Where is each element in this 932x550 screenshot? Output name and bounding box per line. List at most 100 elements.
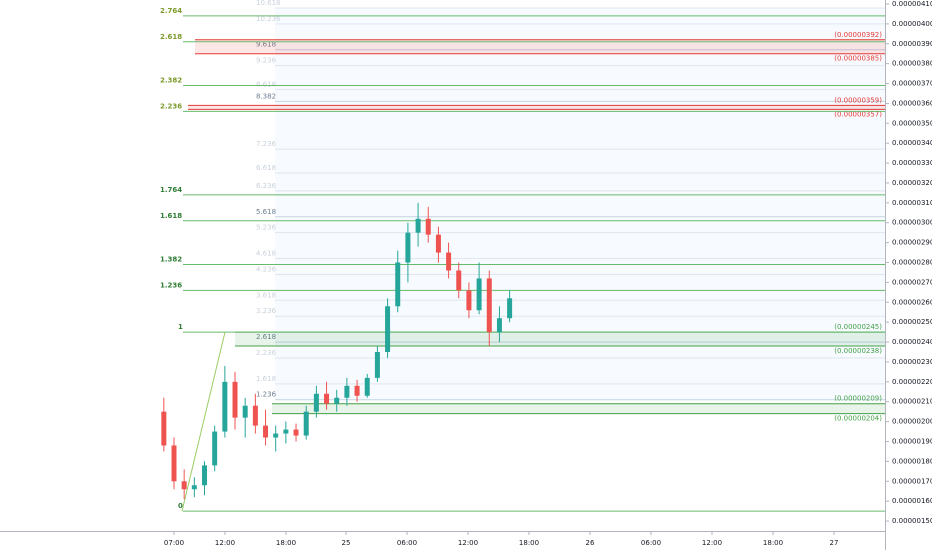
- fib-label: 2.236: [160, 102, 182, 110]
- candle-body: [344, 385, 350, 398]
- zone-bottom-label: (0.00000385): [834, 55, 882, 63]
- candle-body: [435, 234, 441, 253]
- y-tick-label: 0.00000350: [892, 119, 932, 127]
- fib2-label: 1.618: [256, 375, 276, 383]
- fib2-label: 5.618: [256, 208, 276, 216]
- y-tick-label: 0.00000200: [892, 418, 932, 426]
- candle-body: [354, 385, 360, 396]
- y-tick-label: 0.00000320: [892, 179, 932, 187]
- x-tick-label: 12:00: [702, 539, 722, 547]
- candle-body: [242, 405, 248, 418]
- candle-body: [324, 393, 330, 404]
- y-tick-label: 0.00000260: [892, 298, 932, 306]
- x-tick-label: 18:00: [763, 539, 783, 547]
- zone: [195, 39, 885, 54]
- zone-bottom-label: (0.00000357): [834, 110, 882, 118]
- x-tick-label: 06:00: [397, 539, 417, 547]
- fib2-label: 8.382: [256, 92, 276, 100]
- fib2-label: 10.236: [256, 15, 281, 23]
- y-tick-label: 0.00000290: [892, 239, 932, 247]
- y-tick-label: 0.00000250: [892, 318, 932, 326]
- y-tick-label: 0.00000380: [892, 60, 932, 68]
- fib-label: 0: [178, 502, 183, 510]
- fib-label: 2.382: [160, 77, 182, 85]
- zone: [188, 105, 885, 110]
- candle-body: [507, 298, 513, 319]
- zone-top-label: (0.00000359): [834, 96, 882, 104]
- fib2-label: 3.618: [256, 291, 276, 299]
- fib-label: 1: [178, 323, 183, 331]
- zone-top-label: (0.00000392): [834, 31, 882, 39]
- y-tick-label: 0.00000160: [892, 497, 932, 505]
- x-tick-label: 26: [586, 539, 595, 547]
- candle-body: [252, 405, 258, 426]
- zone: [272, 403, 885, 414]
- candle-body: [364, 377, 370, 396]
- x-tick-label: 07:00: [164, 539, 184, 547]
- fib2-label: 4.236: [256, 265, 277, 273]
- y-tick-label: 0.00000310: [892, 199, 932, 207]
- fib2-label: 4.618: [256, 250, 276, 258]
- y-tick-label: 0.00000340: [892, 139, 932, 147]
- y-tick-label: 0.00000230: [892, 358, 932, 366]
- y-tick-label: 0.00000240: [892, 338, 932, 346]
- y-tick-label: 0.00000390: [892, 40, 932, 48]
- candle-body: [161, 411, 167, 446]
- fib-label: 1.618: [160, 212, 182, 220]
- fib2-label: 1.236: [256, 391, 277, 399]
- zone: [235, 332, 885, 347]
- candle-body: [283, 429, 289, 434]
- candle-body: [303, 411, 309, 436]
- candle-body: [395, 262, 401, 307]
- candle-body: [334, 397, 340, 404]
- x-tick-label: 12:00: [458, 539, 478, 547]
- y-tick-label: 0.00000300: [892, 219, 932, 227]
- x-tick-label: 18:00: [519, 539, 539, 547]
- y-tick-label: 0.00000150: [892, 517, 932, 525]
- y-tick-label: 0.00000360: [892, 99, 932, 107]
- fib-label: 1.236: [160, 281, 182, 289]
- candle-body: [263, 425, 269, 438]
- candle-body: [293, 429, 299, 436]
- x-tick-label: 18:00: [276, 539, 296, 547]
- zone-top-label: (0.00000209): [834, 395, 882, 403]
- candle-body: [374, 352, 380, 378]
- candle-body: [415, 218, 421, 233]
- fib-anchor-line: [181, 332, 226, 512]
- y-tick-label: 0.00000170: [892, 477, 932, 485]
- candle-body: [191, 485, 197, 490]
- fib2-label: 6.236: [256, 182, 277, 190]
- candle-body: [496, 318, 502, 333]
- zone-bottom-label: (0.00000238): [834, 347, 882, 355]
- candle-body: [202, 465, 208, 486]
- candle-body: [476, 278, 482, 311]
- fib2-label: 9.618: [256, 41, 276, 49]
- fib-label: 1.764: [160, 186, 182, 194]
- candle-body: [425, 218, 431, 235]
- fib2-label: 7.236: [256, 140, 277, 148]
- fib2-label: 2.618: [256, 333, 276, 341]
- candle-body: [405, 232, 411, 263]
- candle-body: [486, 278, 492, 333]
- y-tick-label: 0.00000410: [892, 0, 932, 8]
- candle-body: [313, 393, 319, 412]
- candle-body: [171, 445, 177, 482]
- y-tick-label: 0.00000180: [892, 457, 932, 465]
- y-tick-label: 0.00000220: [892, 378, 932, 386]
- zone-bottom-label: (0.00000204): [834, 415, 882, 423]
- candle-body: [446, 252, 452, 271]
- fib-label: 2.618: [160, 33, 182, 41]
- candle-body: [456, 270, 462, 291]
- y-tick-label: 0.00000370: [892, 80, 932, 88]
- candle-body: [466, 290, 472, 311]
- x-tick-label: 06:00: [641, 539, 661, 547]
- fib2-label: 3.236: [256, 307, 277, 315]
- fib2-label: 2.236: [256, 349, 277, 357]
- fib2-label: 10.618: [256, 0, 281, 7]
- candle-body: [222, 381, 228, 432]
- candle-body: [273, 433, 279, 438]
- y-tick-label: 0.00000400: [892, 20, 932, 28]
- x-tick-label: 25: [342, 539, 351, 547]
